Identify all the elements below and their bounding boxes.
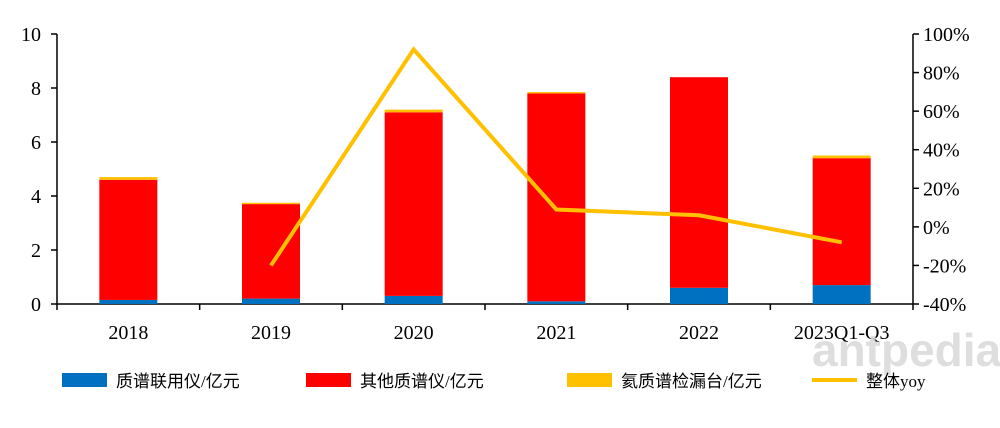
right-tick-label: -20%: [923, 255, 966, 277]
left-tick-label: 4: [31, 186, 41, 208]
bar-segment-series-3: [242, 203, 300, 204]
x-tick-label: 2022: [679, 322, 719, 344]
right-tick-label: 0%: [923, 217, 950, 239]
watermark: antpedia: [812, 324, 1000, 376]
axes: [51, 34, 919, 310]
legend-label-3: 氦质谱检漏台/亿元: [621, 372, 762, 391]
legend: 质谱联用仪/亿元 其他质谱仪/亿元 氦质谱检漏台/亿元 整体yoy: [62, 372, 926, 391]
bar-segment-series-2: [670, 77, 728, 288]
bar-segment-series-3: [813, 156, 871, 159]
bar-segment-series-2: [99, 180, 157, 300]
legend-swatch-3: [567, 373, 612, 387]
legend-swatch-1: [62, 373, 107, 387]
bar-segment-series-3: [99, 177, 157, 180]
bar-segment-series-1: [527, 301, 585, 304]
bar-segment-series-1: [385, 296, 443, 304]
bar-segment-series-3: [527, 92, 585, 93]
legend-label-1: 质谱联用仪/亿元: [116, 372, 240, 391]
left-tick-label: 2: [31, 240, 41, 262]
bar-segment-series-1: [670, 288, 728, 304]
left-tick-label: 6: [31, 132, 41, 154]
bar-segment-series-2: [527, 93, 585, 301]
left-tick-label: 10: [21, 24, 41, 46]
right-tick-label: 40%: [923, 140, 960, 162]
right-tick-label: 80%: [923, 63, 960, 85]
legend-swatch-2: [306, 373, 351, 387]
left-tick-label: 0: [31, 294, 41, 316]
bar-segment-series-2: [242, 204, 300, 299]
legend-label-4: 整体yoy: [866, 372, 926, 391]
legend-label-2: 其他质谱仪/亿元: [360, 372, 484, 391]
x-tick-label: 2021: [536, 322, 576, 344]
bar-segment-series-3: [385, 110, 443, 113]
bar-segment-series-2: [813, 158, 871, 285]
x-tick-label: 2020: [394, 322, 434, 344]
bar-segment-series-1: [99, 300, 157, 304]
left-tick-label: 8: [31, 78, 41, 100]
right-tick-label: 100%: [923, 24, 970, 46]
bar-segment-series-1: [242, 299, 300, 304]
x-tick-label: 2019: [251, 322, 291, 344]
bars: [99, 77, 870, 304]
right-tick-label: -40%: [923, 294, 966, 316]
bar-segment-series-2: [385, 112, 443, 296]
right-tick-label: 60%: [923, 101, 960, 123]
x-tick-label: 2018: [108, 322, 148, 344]
bar-segment-series-1: [813, 285, 871, 304]
right-tick-label: 20%: [923, 178, 960, 200]
